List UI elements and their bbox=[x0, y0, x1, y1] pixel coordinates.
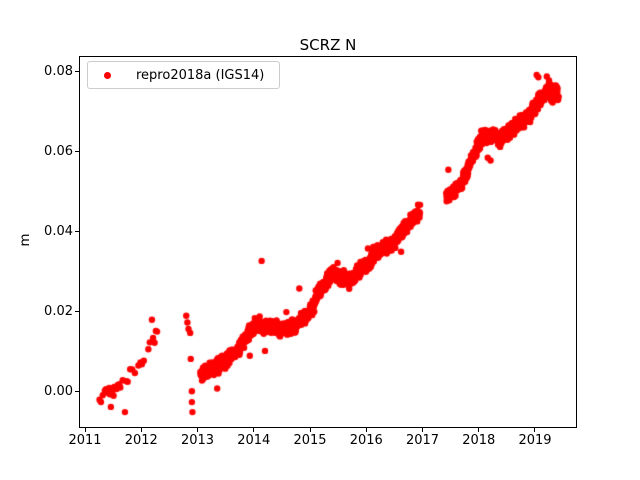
legend: repro2018a (IGS14) bbox=[87, 61, 280, 89]
y-tick-label: 0.02 bbox=[44, 303, 73, 319]
plot-area: repro2018a (IGS14) bbox=[79, 56, 577, 428]
x-tick-mark bbox=[253, 428, 255, 432]
x-tick-label: 2017 bbox=[405, 433, 440, 448]
x-tick-label: 2011 bbox=[68, 433, 102, 448]
x-tick-mark bbox=[140, 428, 142, 432]
y-tick-label: 0.00 bbox=[44, 383, 73, 399]
scatter-canvas bbox=[80, 57, 576, 427]
x-tick-label: 2016 bbox=[349, 433, 383, 448]
x-tick-mark bbox=[478, 428, 480, 432]
x-tick-label: 2014 bbox=[237, 433, 271, 448]
legend-marker-dot bbox=[104, 71, 111, 79]
x-tick-mark bbox=[365, 428, 367, 432]
x-tick-label: 2019 bbox=[518, 433, 552, 448]
y-tick-label: 0.04 bbox=[44, 223, 73, 239]
y-axis-label: m bbox=[17, 233, 33, 247]
x-tick-mark bbox=[421, 428, 423, 432]
x-tick-mark bbox=[197, 428, 198, 432]
legend-label: repro2018a (IGS14) bbox=[136, 67, 265, 83]
x-tick-mark bbox=[534, 428, 536, 432]
x-tick-label: 2013 bbox=[180, 433, 215, 448]
x-tick-label: 2012 bbox=[124, 433, 158, 448]
x-tick-mark bbox=[309, 428, 311, 432]
y-tick-label: 0.08 bbox=[44, 63, 73, 79]
x-tick-label: 2015 bbox=[293, 433, 327, 448]
y-tick-label: 0.06 bbox=[44, 143, 73, 159]
x-tick-mark bbox=[84, 428, 86, 432]
x-tick-label: 2018 bbox=[462, 433, 496, 448]
chart-title: SCRZ N bbox=[299, 36, 357, 54]
